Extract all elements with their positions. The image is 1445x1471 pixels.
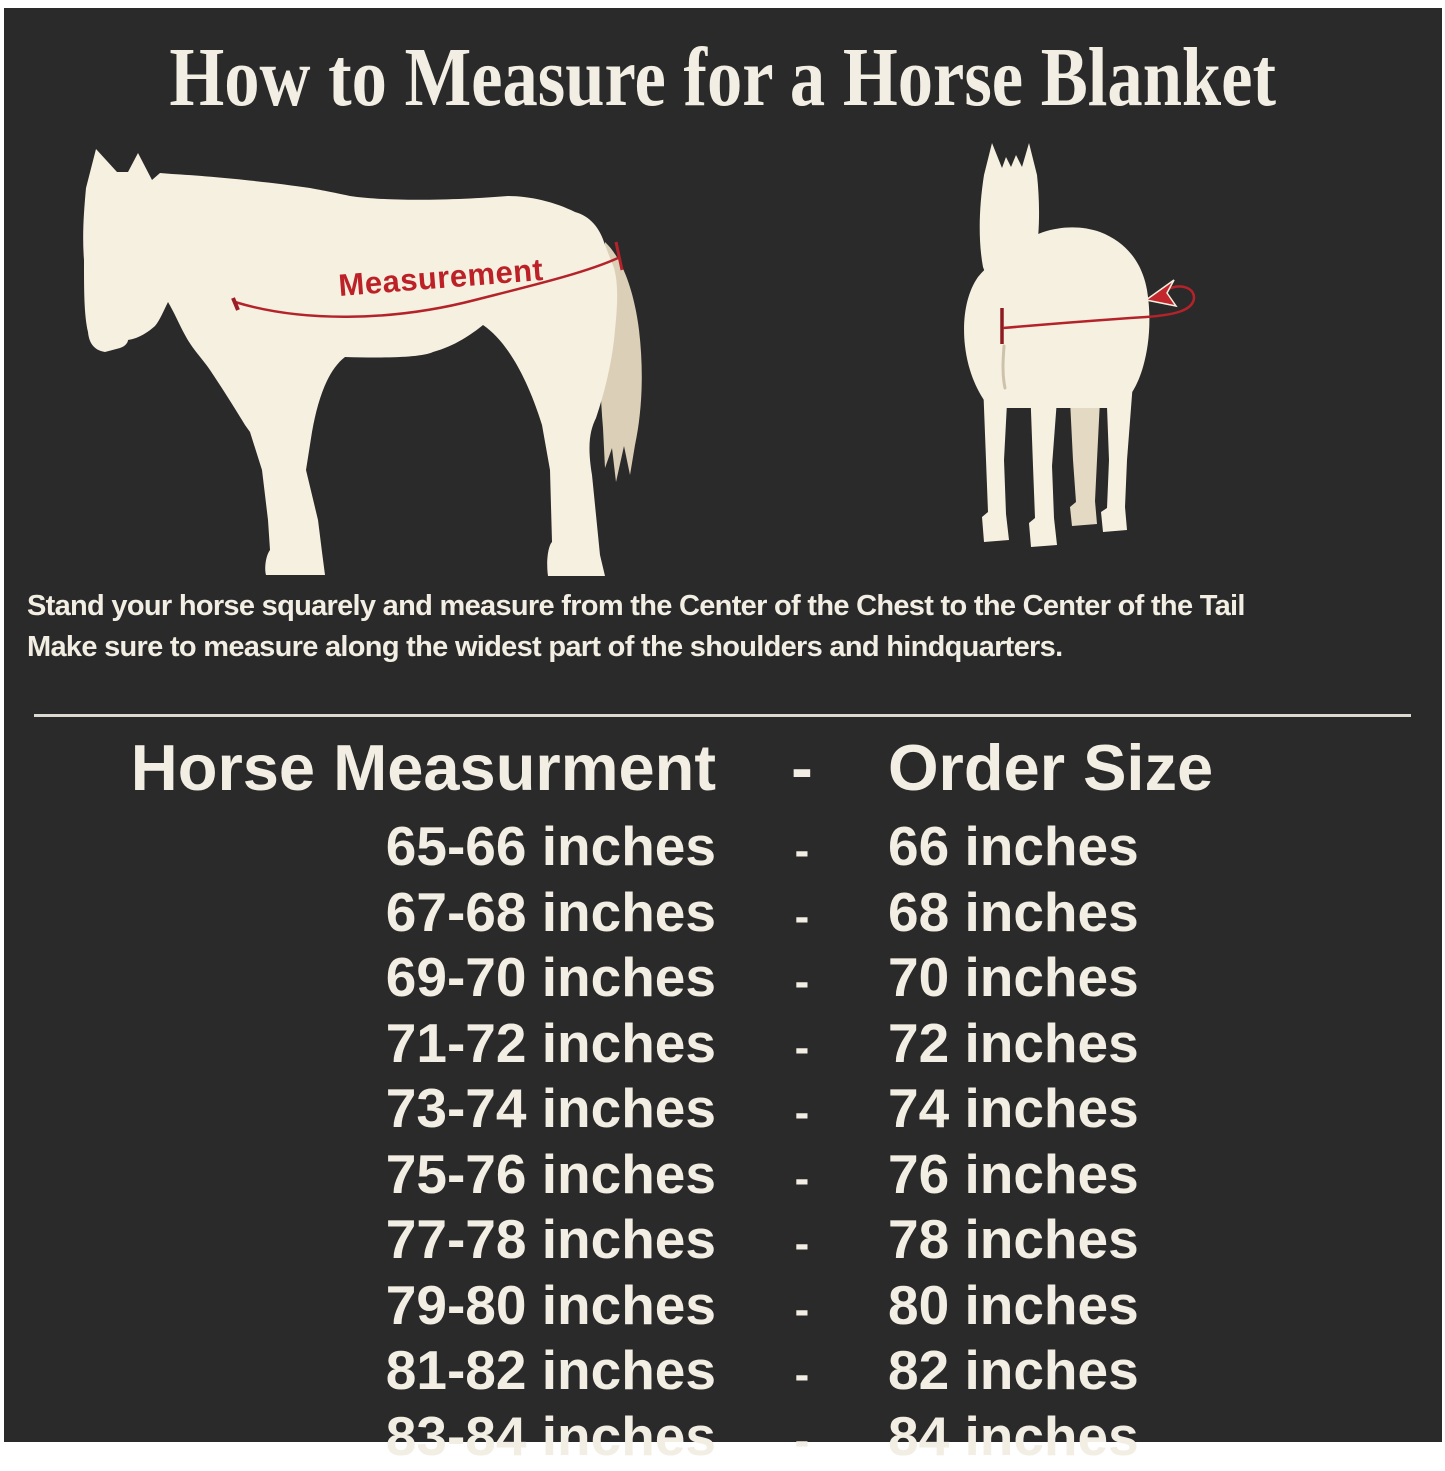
row-measurement: 75-76 inches — [4, 1144, 716, 1206]
row-size: 72 inches — [888, 1013, 1442, 1075]
row-separator: - — [716, 886, 888, 948]
front-horse-chest-crease — [1003, 346, 1005, 388]
row-measurement: 71-72 inches — [4, 1013, 716, 1075]
row-measurement: 69-70 inches — [4, 947, 716, 1009]
row-measurement: 65-66 inches — [4, 816, 716, 878]
size-table-row: 79-80 inches-80 inches — [4, 1275, 1442, 1341]
infographic-card: How to Measure for a Horse Blanket Measu… — [4, 8, 1442, 1442]
section-divider — [34, 714, 1411, 717]
row-separator: - — [716, 820, 888, 882]
size-table-row: 81-82 inches-82 inches — [4, 1340, 1442, 1406]
row-size: 82 inches — [888, 1340, 1442, 1402]
size-table-row: 83-84 inches-84 inches — [4, 1406, 1442, 1471]
size-table-row: 71-72 inches-72 inches — [4, 1013, 1442, 1079]
row-measurement: 83-84 inches — [4, 1406, 716, 1468]
size-table: Horse Measurment - Order Size 65-66 inch… — [4, 732, 1442, 1471]
row-size: 74 inches — [888, 1078, 1442, 1140]
header-separator: - — [716, 732, 888, 804]
row-separator: - — [716, 1344, 888, 1406]
row-measurement: 77-78 inches — [4, 1209, 716, 1271]
front-horse-head — [980, 143, 1039, 287]
row-separator: - — [716, 1148, 888, 1210]
horse-side-view-illustration — [60, 130, 720, 590]
row-measurement: 81-82 inches — [4, 1340, 716, 1402]
horse-front-view-illustration — [950, 130, 1210, 560]
size-table-row: 77-78 inches-78 inches — [4, 1209, 1442, 1275]
front-horse-right-front-leg — [1029, 384, 1058, 547]
header-measurement-column: Horse Measurment — [4, 732, 716, 804]
row-separator: - — [716, 1213, 888, 1275]
row-size: 80 inches — [888, 1275, 1442, 1337]
side-horse-body — [83, 149, 617, 576]
row-size: 78 inches — [888, 1209, 1442, 1271]
row-measurement: 79-80 inches — [4, 1275, 716, 1337]
size-table-row: 75-76 inches-76 inches — [4, 1144, 1442, 1210]
page-title-text: How to Measure for a Horse Blanket — [170, 32, 1277, 124]
size-table-row: 65-66 inches-66 inches — [4, 816, 1442, 882]
row-size: 76 inches — [888, 1144, 1442, 1206]
row-size: 68 inches — [888, 882, 1442, 944]
size-table-row: 67-68 inches-68 inches — [4, 882, 1442, 948]
instructions-line-1: Stand your horse squarely and measure fr… — [27, 586, 1245, 627]
row-size: 66 inches — [888, 816, 1442, 878]
row-separator: - — [716, 1017, 888, 1079]
instructions-text: Stand your horse squarely and measure fr… — [27, 586, 1245, 668]
row-measurement: 73-74 inches — [4, 1078, 716, 1140]
size-table-header: Horse Measurment - Order Size — [4, 732, 1442, 804]
girth-arrowhead — [1146, 280, 1176, 306]
row-separator: - — [716, 1410, 888, 1471]
row-size: 70 inches — [888, 947, 1442, 1009]
instructions-line-2: Make sure to measure along the widest pa… — [27, 627, 1245, 668]
size-table-row: 73-74 inches-74 inches — [4, 1078, 1442, 1144]
row-separator: - — [716, 1082, 888, 1144]
row-size: 84 inches — [888, 1406, 1442, 1468]
page-title: How to Measure for a Horse Blanket — [4, 32, 1442, 124]
row-separator: - — [716, 951, 888, 1013]
header-size-column: Order Size — [888, 732, 1442, 804]
size-table-row: 69-70 inches-70 inches — [4, 947, 1442, 1013]
row-measurement: 67-68 inches — [4, 882, 716, 944]
row-separator: - — [716, 1279, 888, 1341]
